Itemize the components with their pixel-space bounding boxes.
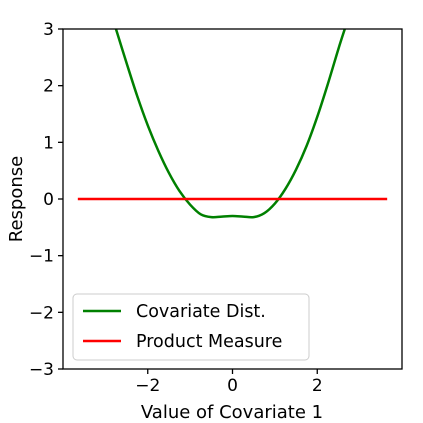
legend-label-product-measure: Product Measure — [136, 332, 282, 352]
y-tick-label: 1 — [43, 133, 54, 153]
y-tick-label: −1 — [29, 247, 54, 267]
legend-box — [72, 293, 310, 361]
y-tick-label: 3 — [43, 20, 54, 40]
series-line-covariate-dist — [114, 29, 346, 219]
x-tick-label: −2 — [135, 376, 160, 396]
series-layer — [77, 29, 388, 219]
x-tick-label: 0 — [227, 376, 238, 396]
x-axis: −2 0 2 — [135, 369, 323, 396]
legend: Covariate Dist. Product Measure — [72, 293, 310, 361]
y-tick-label: −2 — [29, 303, 54, 323]
y-tick-label: −3 — [29, 360, 54, 380]
y-axis-title: Response — [6, 156, 27, 242]
legend-label-covariate-dist: Covariate Dist. — [136, 302, 266, 322]
x-axis-title: Value of Covariate 1 — [141, 402, 323, 423]
y-tick-label: 0 — [43, 190, 54, 210]
x-tick-label: 2 — [312, 376, 323, 396]
y-tick-label: 2 — [43, 77, 54, 97]
y-axis: −3 −2 −1 0 1 2 3 — [29, 20, 63, 380]
